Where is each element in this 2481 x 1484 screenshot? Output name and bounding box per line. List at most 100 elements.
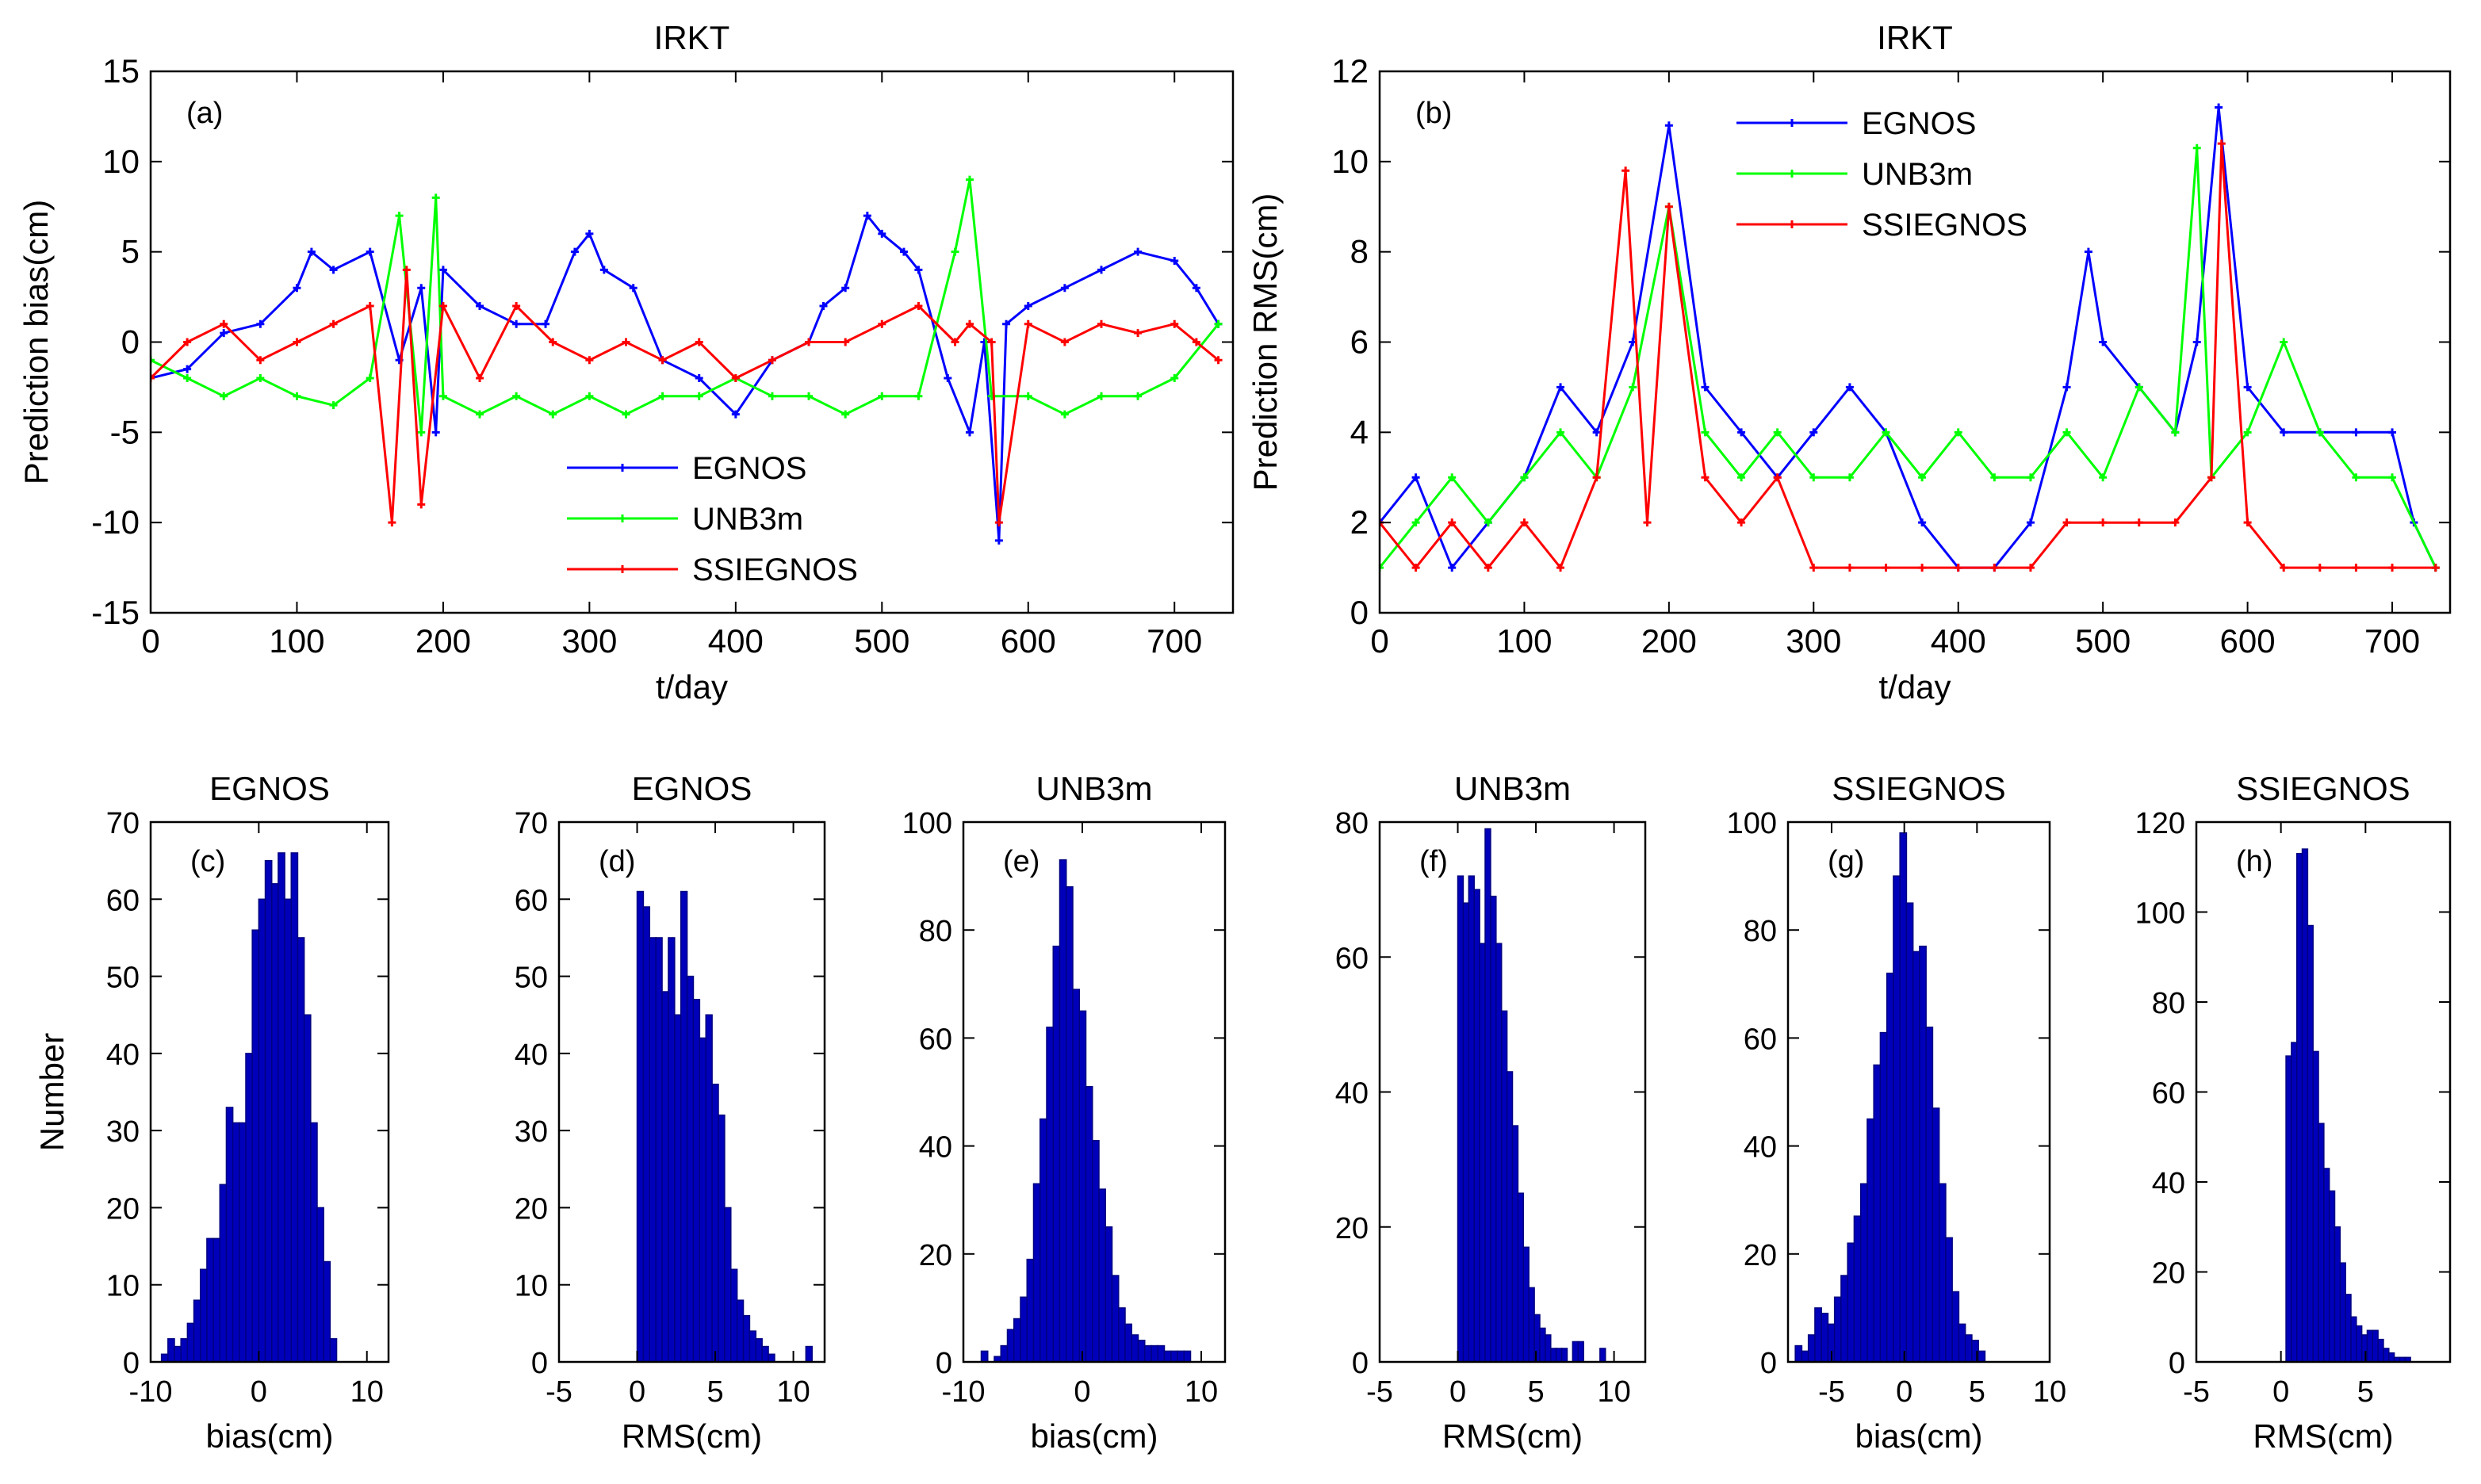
series-line-egnos [151, 212, 1219, 541]
histogram-bar [1912, 950, 1920, 1362]
histogram-bar [1085, 1085, 1093, 1362]
series-point-ssiegnos [1448, 518, 1457, 527]
series-point-egnos [183, 365, 192, 373]
x-tick-label: 5 [706, 1375, 723, 1409]
series-point-unb3m [512, 392, 521, 400]
y-tick-label: 0 [1760, 1347, 1777, 1380]
series-point-unb3m [293, 392, 301, 400]
histogram-bar [1490, 895, 1497, 1362]
series-point-ssiegnos [1592, 473, 1601, 482]
series-point-unb3m [1024, 392, 1032, 400]
series-point-ssiegnos [1845, 564, 1854, 572]
histogram-bar [724, 1207, 732, 1362]
series-point-egnos [570, 247, 579, 256]
x-tick-label: 600 [1001, 622, 1056, 660]
series-point-ssiegnos [2099, 518, 2108, 527]
axes-box [1378, 70, 2452, 614]
histogram-bar [1599, 1348, 1606, 1362]
axes-box [557, 820, 826, 1364]
x-tick-label: -5 [546, 1375, 572, 1409]
series-point-unb3m [585, 392, 594, 400]
series-point-egnos [1918, 518, 1927, 527]
histogram-bar [212, 1237, 221, 1362]
histogram-bar [1078, 1010, 1087, 1362]
legend-marker-egnos [618, 464, 626, 472]
histogram-bar [245, 1053, 253, 1362]
y-tick-label: 0 [1350, 594, 1369, 631]
series-point-ssiegnos [841, 338, 850, 346]
x-tick-label: 200 [1641, 622, 1697, 660]
series-point-ssiegnos [417, 500, 426, 509]
histogram-bar [323, 1260, 331, 1362]
series-point-egnos [878, 229, 886, 238]
series-point-unb3m [1448, 473, 1457, 482]
histogram-bar [1873, 1064, 1882, 1362]
series-point-egnos [965, 428, 974, 437]
histogram-bar [1528, 1287, 1535, 1362]
series-point-ssiegnos [293, 338, 301, 346]
series-point-unb3m [2280, 338, 2288, 346]
series-point-egnos [1024, 301, 1032, 310]
y-axis-label: Prediction bias(cm) [17, 200, 55, 484]
plot-area [1794, 832, 1986, 1362]
histogram-bar [1046, 1027, 1054, 1362]
y-tick-label: 40 [1335, 1077, 1369, 1111]
histogram-bar [1925, 1027, 1934, 1362]
y-tick-label: 0 [1352, 1347, 1369, 1380]
series-point-unb3m [622, 410, 630, 419]
series-point-unb3m [151, 356, 155, 365]
x-tick-label: -5 [1818, 1375, 1845, 1409]
series-point-egnos [944, 374, 952, 383]
series-point-ssiegnos [1701, 473, 1710, 482]
histogram-bar [1020, 1296, 1028, 1362]
series-point-egnos [1134, 247, 1143, 256]
series-point-unb3m [2192, 143, 2201, 152]
series-point-egnos [629, 284, 637, 293]
series-point-unb3m [768, 392, 776, 400]
series-point-ssiegnos [2315, 564, 2324, 572]
histogram-bar [661, 991, 669, 1362]
histogram-bar [2334, 1226, 2341, 1362]
histogram-bar [1500, 1010, 1508, 1362]
histogram-bar [1039, 1118, 1047, 1362]
series-point-ssiegnos [549, 338, 557, 346]
series-point-ssiegnos [1990, 564, 1999, 572]
legend-label-unb3m: UNB3m [692, 502, 803, 537]
series-point-unb3m [1556, 428, 1565, 437]
histogram-bar [1555, 1348, 1563, 1362]
series-point-egnos [695, 374, 703, 383]
series-point-unb3m [1411, 518, 1420, 527]
series-point-unb3m [2135, 383, 2143, 392]
y-tick-label: 100 [1727, 807, 1777, 840]
series-point-unb3m [549, 410, 557, 419]
legend-label-unb3m: UNB3m [1862, 157, 1973, 192]
series-point-unb3m [431, 193, 440, 202]
series-point-ssiegnos [1134, 329, 1143, 338]
series-point-ssiegnos [438, 301, 447, 310]
x-tick-label: 10 [350, 1375, 384, 1409]
histogram-bar [2339, 1262, 2346, 1362]
histogram-bar [206, 1237, 214, 1362]
y-tick-label: 4 [1350, 413, 1369, 450]
series-point-unb3m [1809, 473, 1818, 482]
chart-panel-a: 0 100 200 300 400 500 600 700 -15 -10 -5 0 5 10 15 IRKT… [17, 19, 1235, 706]
series-line-ssiegnos [1380, 143, 2436, 571]
y-tick-label: 0 [123, 1347, 140, 1380]
series-point-ssiegnos [329, 319, 338, 328]
series-point-unb3m [417, 428, 426, 437]
series-point-ssiegnos [1809, 564, 1818, 572]
series-point-ssiegnos [512, 301, 521, 310]
series-point-unb3m [914, 392, 923, 400]
series-point-unb3m [1990, 473, 1999, 482]
histogram-bar [180, 1338, 189, 1362]
y-tick-label: 15 [102, 52, 140, 90]
series-point-egnos [1448, 564, 1457, 572]
histogram-bar [1484, 828, 1491, 1362]
series-point-egnos [1701, 383, 1710, 392]
series-point-egnos [994, 536, 1003, 545]
histogram-bar [1506, 1071, 1514, 1362]
series-point-unb3m [183, 374, 192, 383]
y-tick-label: 40 [919, 1131, 952, 1165]
histogram-bar [1833, 1296, 1842, 1362]
chart-title: EGNOS [632, 770, 752, 807]
